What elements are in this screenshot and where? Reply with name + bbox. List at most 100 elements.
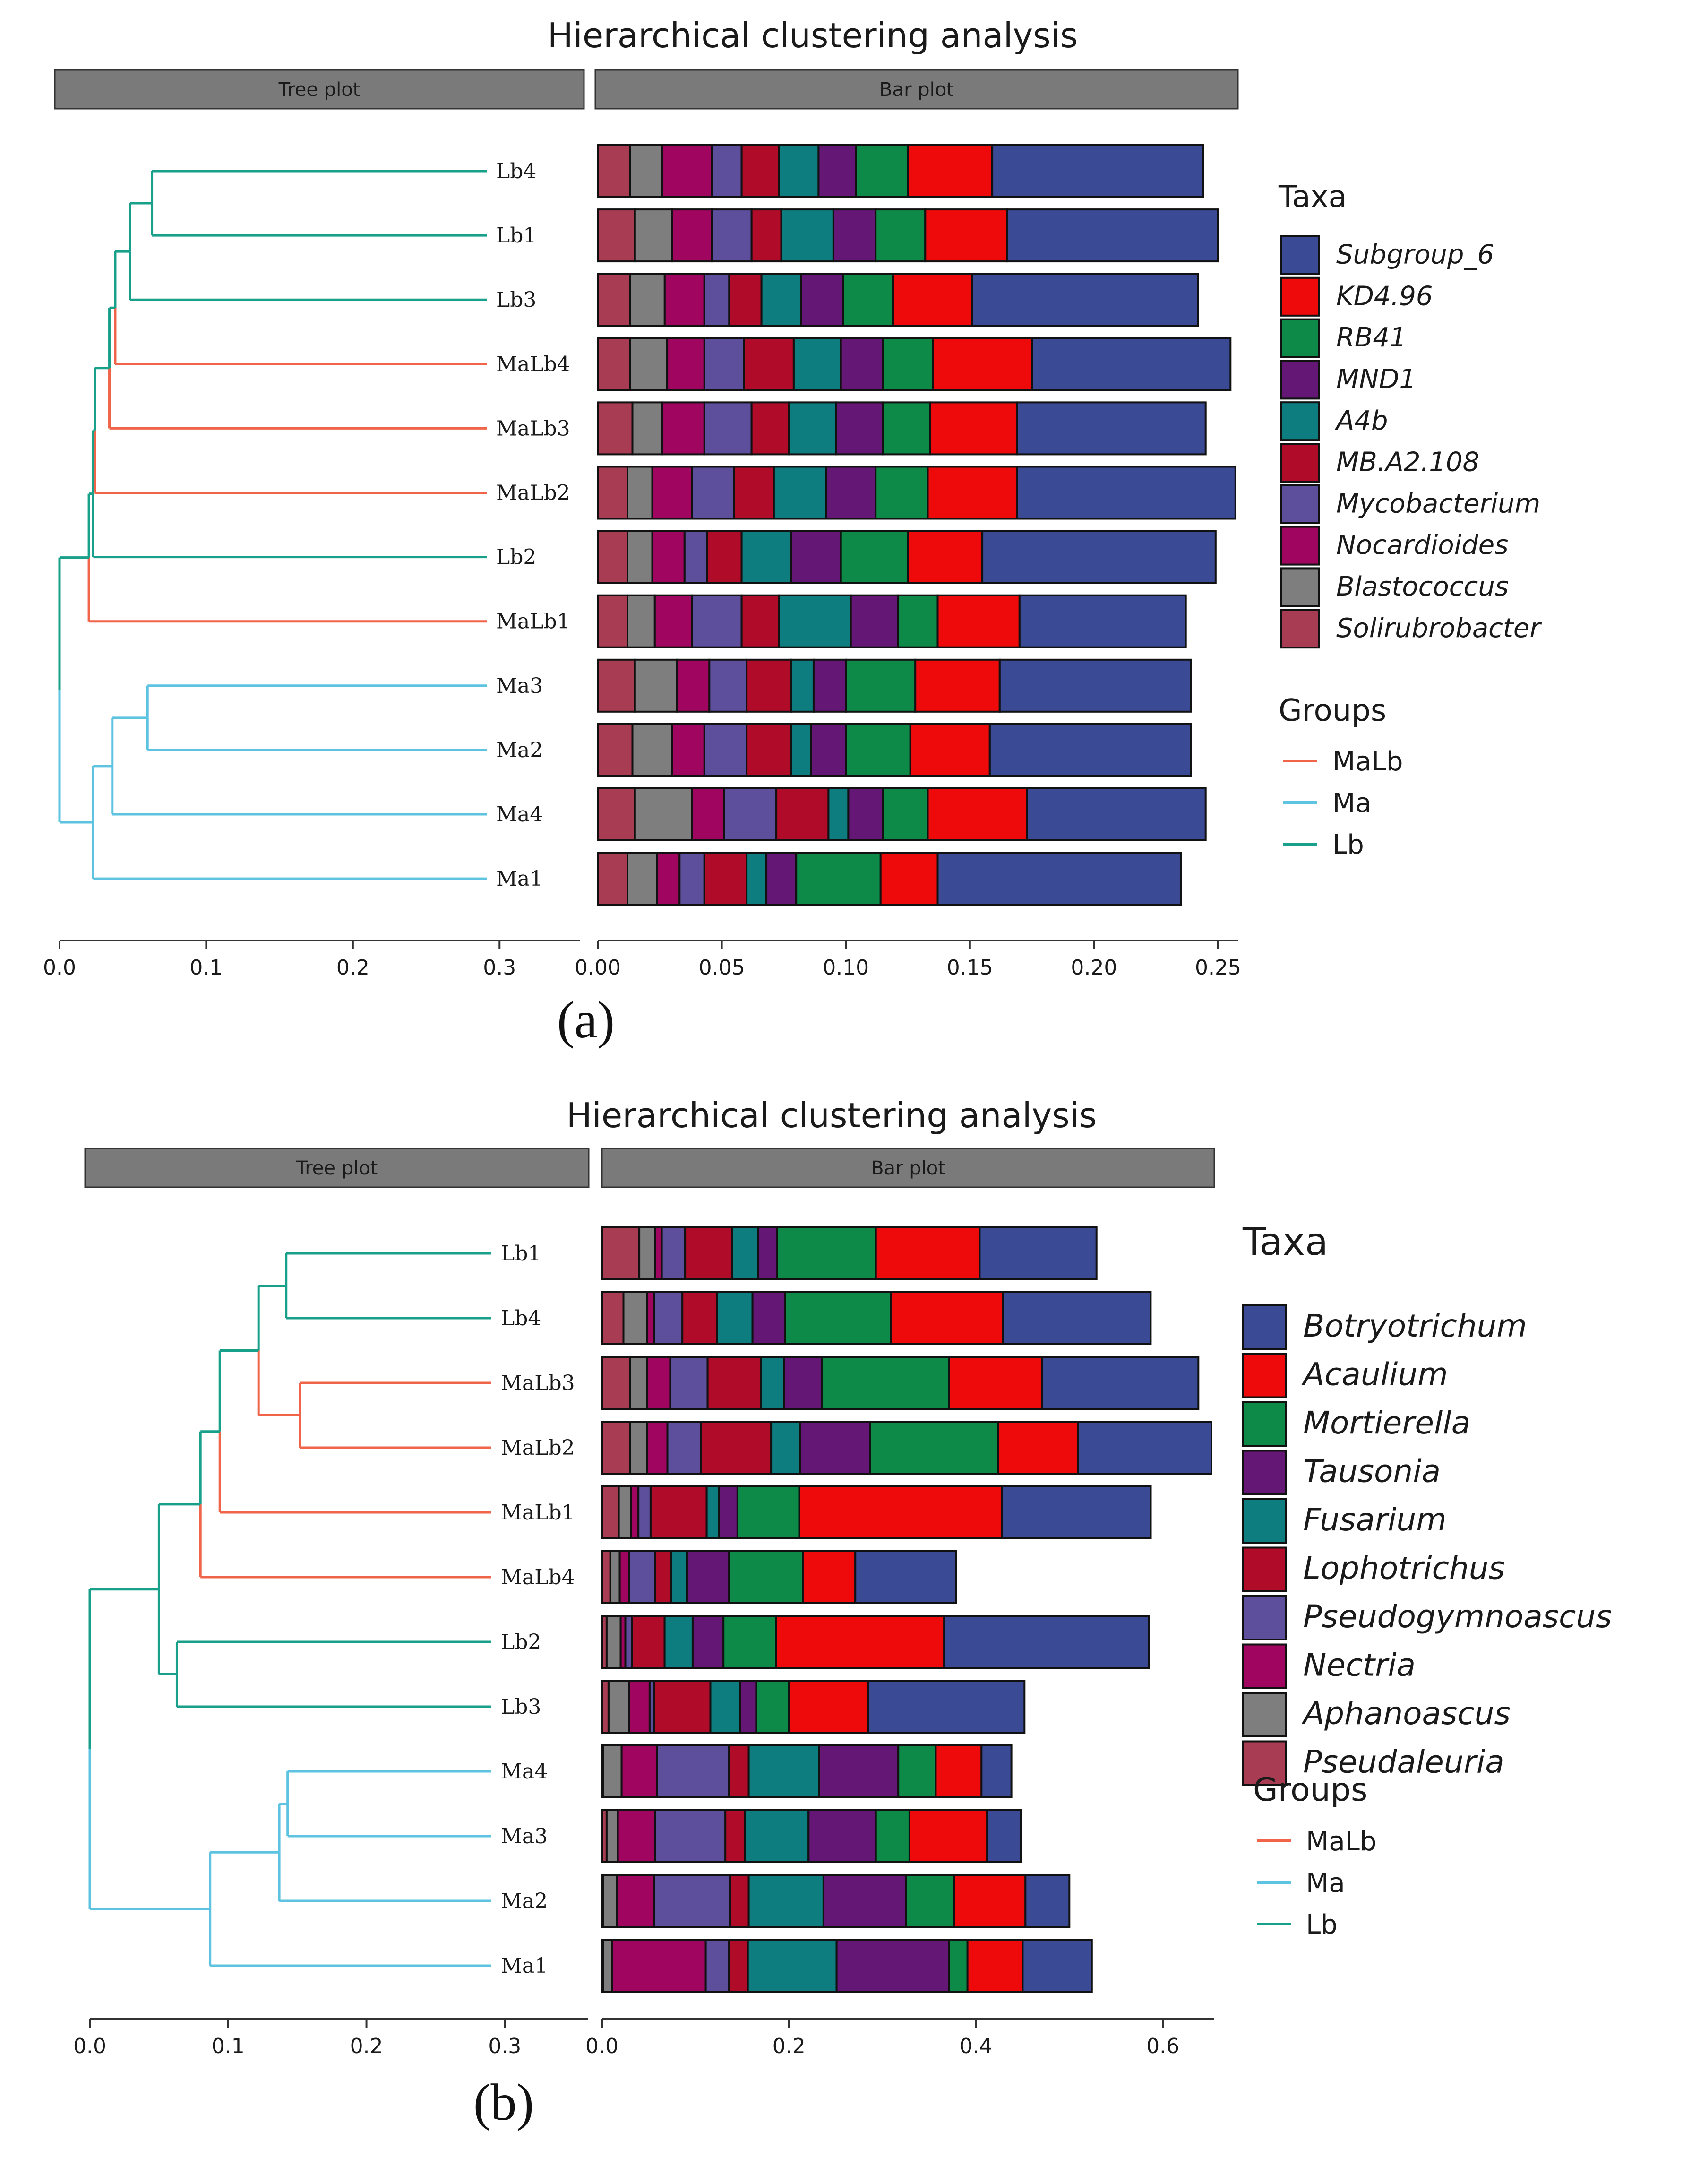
bar-segment-Ma2-a4b — [790, 723, 812, 777]
bar-segment-Ma1-mycobacterium — [678, 852, 705, 906]
bar-segment-Ma3-blastococcus — [634, 658, 678, 713]
bar-segment-Lb3-blastococcus — [629, 273, 666, 327]
bar-segment-MaLb4-mortierella — [728, 1550, 804, 1604]
bar-segment-MaLb4-a4b — [792, 337, 842, 391]
leaf-label-malb4: MaLb4 — [501, 1565, 575, 1589]
bar-segment-Ma1-rb41 — [795, 852, 882, 906]
bar-segment-MaLb2-aphanoascus — [629, 1421, 648, 1475]
bar-segment-MaLb2-mb-a2-108 — [733, 466, 775, 520]
bar-segment-Lb3-mnd1 — [800, 273, 844, 327]
bar-segment-Ma2-acaulium — [953, 1874, 1027, 1928]
bar-segment-MaLb2-a4b — [773, 466, 827, 520]
bar-segment-Lb4-pseudaleuria — [601, 1291, 625, 1345]
leaf-label-lb2: Lb2 — [496, 545, 536, 570]
bar-segment-MaLb1-botryotrichum — [1001, 1485, 1152, 1539]
bar-segment-MaLb2-pseudaleuria — [601, 1421, 631, 1475]
bar-segment-Lb2-aphanoascus — [605, 1615, 622, 1669]
panel-a-leaf-labels: Lb4 Lb1 Lb3 MaLb4 MaLb3 MaLb2 Lb2 MaLb1 Ma3 Ma2 Ma… — [496, 159, 570, 891]
bar-segment-MaLb2-fusarium — [770, 1421, 801, 1475]
bar-segment-Lb2-mb-a2-108 — [706, 530, 743, 584]
bar-segment-Lb3-pseudaleuria — [601, 1680, 610, 1734]
bar-segment-Lb2-rb41 — [840, 530, 909, 584]
bar-segment-MaLb3-fusarium — [760, 1356, 785, 1410]
leaf-label-ma1: Ma1 — [501, 1954, 548, 1978]
bar-segment-Lb1-mb-a2-108 — [750, 208, 782, 263]
panel-a-caption: (a) — [557, 991, 615, 1049]
legend-swatch-nocardioides — [1280, 526, 1320, 566]
legend-label-rb41: RB41 — [1336, 322, 1407, 353]
bar-segment-MaLb3-solirubrobacter — [597, 401, 634, 456]
legend-group-label-ma: Ma — [1332, 788, 1372, 819]
bar-segment-Ma4-solirubrobacter — [597, 787, 636, 841]
bar-segment-MaLb1-tausonia — [718, 1485, 738, 1539]
bar-segment-Ma4-mb-a2-108 — [775, 787, 830, 841]
bar-axis-tick-label: 0.2 — [773, 2034, 806, 2058]
legend-swatch-mortierella — [1242, 1401, 1287, 1447]
bar-segment-MaLb1-pseudaleuria — [601, 1485, 620, 1539]
leaf-label-lb3: Lb3 — [501, 1695, 541, 1719]
bar-segment-MaLb1-nectria — [630, 1485, 640, 1539]
bar-segment-Ma3-acaulium — [909, 1809, 988, 1863]
bar-segment-Ma1-a4b — [746, 852, 768, 906]
bar-segment-MaLb3-nectria — [646, 1356, 671, 1410]
bar-segment-Lb4-rb41 — [855, 144, 909, 198]
panel-b-tree-strip-label: Tree plot — [296, 1157, 378, 1179]
bar-segment-Lb3-acaulium — [788, 1680, 869, 1734]
bar-segment-MaLb2-acaulium — [997, 1421, 1079, 1475]
bar-segment-MaLb4-pseudogymnoascus — [628, 1550, 656, 1604]
bar-segment-MaLb1-mb-a2-108 — [740, 594, 780, 648]
panel-a-dendrogram — [58, 170, 487, 880]
leaf-label-malb3: MaLb3 — [496, 416, 570, 440]
tree-axis-tick-label: 0.3 — [483, 956, 516, 980]
bar-segment-Lb2-mortierella — [722, 1615, 777, 1669]
bar-segment-Lb1-rb41 — [875, 208, 927, 263]
bar-axis-tick-label: 0.4 — [959, 2034, 992, 2058]
bar-segment-Lb2-lophotrichus — [631, 1615, 666, 1669]
bar-segment-Lb3-tausonia — [739, 1680, 757, 1734]
bar-segment-MaLb2-tausonia — [799, 1421, 871, 1475]
bar-segment-Ma3-nocardioides — [676, 658, 711, 713]
bar-segment-Ma4-mortierella — [897, 1744, 937, 1798]
bar-segment-Lb3-rb41 — [842, 273, 894, 327]
bar-segment-Lb3-nectria — [628, 1680, 651, 1734]
bar-segment-Ma2-mycobacterium — [703, 723, 748, 777]
bar-segment-Lb3-fusarium — [709, 1680, 741, 1734]
bar-segment-Ma1-nocardioides — [656, 852, 681, 906]
bar-segment-Lb1-subgroup-6 — [1006, 208, 1219, 263]
legend-swatch-tausonia — [1242, 1450, 1287, 1495]
legend-label-a4b: A4b — [1335, 406, 1388, 436]
bar-segment-Lb4-acaulium — [890, 1291, 1004, 1345]
panel-b-caption: (b) — [473, 2073, 534, 2131]
leaf-label-lb3: Lb3 — [496, 288, 536, 312]
bar-segment-MaLb4-rb41 — [882, 337, 934, 391]
panel-a-bar-axis: 0.00 0.05 0.10 0.15 0.20 0.25 — [575, 940, 1241, 980]
bar-segment-Ma2-nectria — [616, 1874, 655, 1928]
leaf-label-ma1: Ma1 — [496, 867, 543, 891]
bar-segment-Ma4-tausonia — [818, 1744, 900, 1798]
bar-segment-Ma3-mb-a2-108 — [746, 658, 792, 713]
bar-segment-Ma2-aphanoascus — [602, 1874, 618, 1928]
bar-segment-Lb3-a4b — [760, 273, 802, 327]
panel-b-legend: Taxa Botryotrichum Acaulium Mortierella Tau… — [1242, 1220, 1612, 1940]
panel-b-title: Hierarchical clustering analysis — [567, 1096, 1097, 1135]
panel-a-tree-strip-label: Tree plot — [278, 79, 361, 101]
bar-segment-MaLb3-kd4-96 — [929, 401, 1018, 456]
bar-segment-Ma1-aphanoascus — [602, 1939, 613, 1993]
bar-segment-Lb2-solirubrobacter — [597, 530, 628, 584]
bar-segment-Lb1-pseudaleuria — [601, 1226, 641, 1280]
bar-segment-Ma2-mortierella — [905, 1874, 955, 1928]
bar-segment-MaLb1-lophotrichus — [649, 1485, 708, 1539]
bar-segment-Ma1-mb-a2-108 — [703, 852, 748, 906]
bar-segment-Lb2-mycobacterium — [683, 530, 708, 584]
bar-segment-Ma4-subgroup-6 — [1026, 787, 1207, 841]
bar-segment-MaLb4-fusarium — [670, 1550, 688, 1604]
bar-segment-MaLb2-botryotrichum — [1077, 1421, 1213, 1475]
bar-segment-Lb1-botryotrichum — [979, 1226, 1098, 1280]
leaf-label-lb1: Lb1 — [501, 1242, 541, 1266]
bar-segment-Ma1-solirubrobacter — [597, 852, 628, 906]
bar-segment-Ma1-subgroup-6 — [936, 852, 1182, 906]
bar-segment-MaLb3-mnd1 — [835, 401, 884, 456]
bar-segment-Ma3-lophotrichus — [724, 1809, 746, 1863]
bar-segment-Ma1-nectria — [611, 1939, 707, 1993]
